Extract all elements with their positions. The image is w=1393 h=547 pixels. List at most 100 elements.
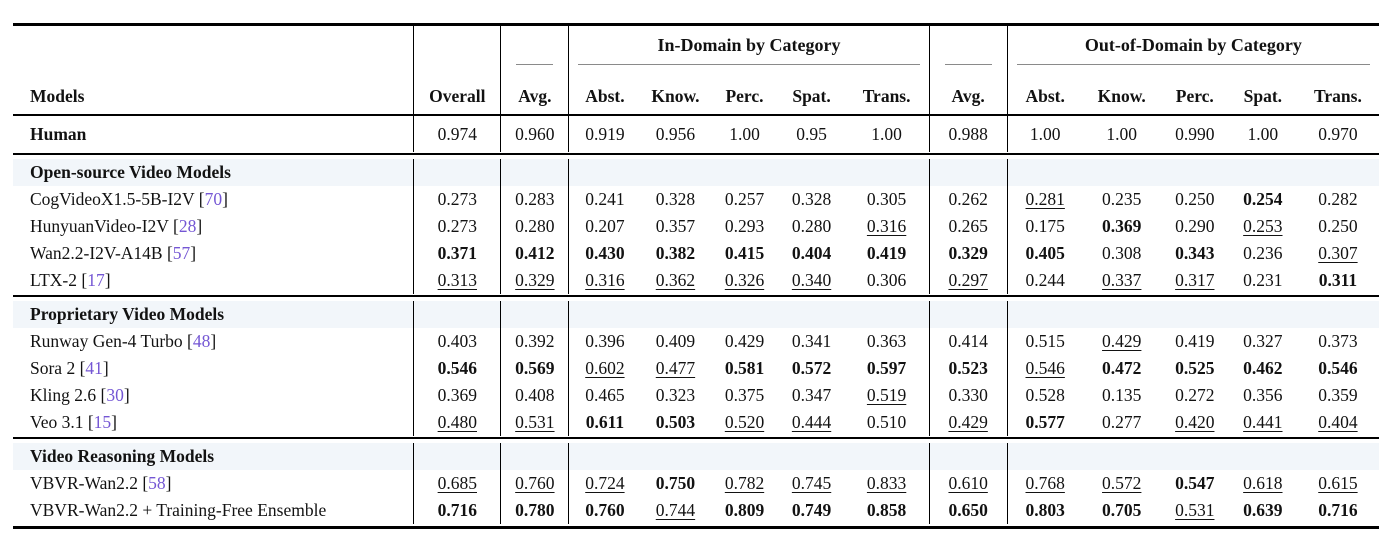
metric-value: 0.281 (1006, 186, 1083, 213)
metric-value: 0.369 (413, 382, 500, 409)
metric-value: 0.988 (928, 116, 1007, 152)
model-name: LTX-2 [17] (30, 270, 111, 290)
citation-ref[interactable]: 28 (178, 216, 197, 236)
section-rule (13, 152, 1379, 159)
metric-value: 0.610 (928, 470, 1007, 497)
model-row: Wan2.2-I2V-A14B [57] 0.371 0.412 0.430 0.382… (13, 240, 1379, 267)
in-avg-column-header: Avg. (500, 69, 568, 114)
metric-value: 0.403 (413, 328, 500, 355)
metric-value: 0.329 (500, 267, 568, 294)
model-name: Wan2.2-I2V-A14B [57] (30, 243, 197, 263)
section-header-row: Proprietary Video Models (13, 301, 1379, 328)
metric-value: 0.272 (1175, 385, 1215, 405)
section-title: Proprietary Video Models (13, 301, 414, 328)
metric-value: 0.293 (724, 216, 765, 236)
metric-value: 0.749 (791, 500, 832, 520)
metric-value: 0.175 (1006, 213, 1083, 240)
model-row: VBVR-Wan2.2 + Training-Free Ensemble 0.71… (13, 497, 1379, 524)
metric-value: 0.236 (1243, 243, 1283, 263)
metric-value: 0.317 (1175, 270, 1215, 290)
metric-value: 0.305 (866, 189, 907, 209)
metric-value: 0.265 (928, 213, 1007, 240)
metric-value: 0.373 (1318, 331, 1358, 351)
metric-value: 0.347 (791, 385, 832, 405)
citation-ref[interactable]: 48 (192, 331, 211, 351)
model-name-text: VBVR-Wan2.2 (30, 473, 138, 493)
section-header-row: Open-source Video Models (13, 159, 1379, 186)
metric-value: 0.135 (1102, 385, 1142, 405)
metric-value: 0.611 (568, 409, 640, 436)
in-know-column-header: Know. (651, 86, 700, 106)
citation-ref[interactable]: 70 (204, 189, 223, 209)
metric-value: 0.419 (866, 243, 907, 263)
out-of-domain-group-header: Out-of-Domain by Category (1006, 26, 1379, 64)
out-know-column-header: Know. (1097, 86, 1146, 106)
metric-value: 0.308 (1102, 243, 1142, 263)
citation-ref[interactable]: 57 (172, 243, 191, 263)
metric-value: 0.341 (791, 331, 832, 351)
out-abst-column-header: Abst. (1006, 69, 1083, 114)
metric-value: 0.430 (568, 240, 640, 267)
group-header-row: In-Domain by Category Out-of-Domain by C… (13, 26, 1379, 64)
metric-value: 0.960 (500, 116, 568, 152)
human-row: Human 0.974 0.960 0.919 0.956 1.00 0.95 1.00 0.9… (13, 116, 1379, 152)
metric-value: 0.519 (866, 385, 907, 405)
model-name: Sora 2 [41] (30, 358, 109, 378)
metric-value: 0.280 (500, 213, 568, 240)
metric-value: 0.343 (1175, 243, 1215, 263)
metric-value: 0.356 (1243, 385, 1283, 405)
out-spat-column-header: Spat. (1243, 86, 1283, 106)
metric-value: 0.362 (655, 270, 696, 290)
metric-value: 0.547 (1175, 473, 1215, 493)
citation-ref[interactable]: 30 (106, 385, 124, 405)
metric-value: 0.392 (500, 328, 568, 355)
model-row: VBVR-Wan2.2 [58] 0.685 0.760 0.724 0.750 0.78… (13, 470, 1379, 497)
metric-value: 0.572 (1102, 473, 1142, 493)
metric-value: 0.480 (413, 409, 500, 436)
metric-value: 0.525 (1175, 358, 1215, 378)
metric-value: 0.323 (655, 385, 696, 405)
section-header-row: Video Reasoning Models (13, 443, 1379, 470)
metric-value: 0.257 (724, 189, 765, 209)
model-row: CogVideoX1.5-5B-I2V [70] 0.273 0.283 0.241 0… (13, 186, 1379, 213)
metric-value: 0.235 (1102, 189, 1142, 209)
model-row: Runway Gen-4 Turbo [48] 0.403 0.392 0.396 0.… (13, 328, 1379, 355)
metric-value: 0.477 (655, 358, 696, 378)
metric-value: 0.919 (568, 116, 640, 152)
metric-value: 0.768 (1006, 470, 1083, 497)
citation-ref[interactable]: 15 (93, 412, 112, 432)
model-row: Veo 3.1 [15] 0.480 0.531 0.611 0.503 0.520 0.4… (13, 409, 1379, 436)
section-title: Video Reasoning Models (13, 443, 414, 470)
metric-value: 0.760 (500, 470, 568, 497)
benchmark-table: In-Domain by Category Out-of-Domain by C… (13, 23, 1379, 529)
metric-value: 0.597 (866, 358, 907, 378)
metric-value: 0.577 (1006, 409, 1083, 436)
metric-value: 1.00 (1247, 123, 1279, 144)
section-title: Open-source Video Models (13, 159, 414, 186)
in-spat-column-header: Spat. (792, 86, 831, 106)
metric-value: 0.250 (1175, 189, 1215, 209)
metric-value: 0.330 (928, 382, 1007, 409)
metric-value: 0.462 (1243, 358, 1283, 378)
metric-value: 0.328 (655, 189, 696, 209)
metric-value: 0.207 (568, 213, 640, 240)
metric-value: 0.382 (655, 243, 696, 263)
metric-value: 0.956 (655, 123, 696, 144)
metric-value: 0.528 (1006, 382, 1083, 409)
metric-value: 0.572 (791, 358, 832, 378)
model-name: CogVideoX1.5-5B-I2V [70] (30, 189, 228, 209)
overall-column-header: Overall (413, 69, 500, 114)
metric-value: 0.441 (1243, 412, 1283, 432)
metric-value: 0.444 (791, 412, 832, 432)
citation-ref[interactable]: 58 (148, 473, 166, 493)
metric-value: 0.581 (724, 358, 765, 378)
metric-value: 0.782 (724, 473, 765, 493)
metric-value: 0.503 (655, 412, 696, 432)
metric-value: 0.405 (1006, 240, 1083, 267)
citation-ref[interactable]: 17 (87, 270, 105, 290)
cmidrule-row (13, 64, 1379, 69)
metric-value: 0.250 (1318, 216, 1358, 236)
citation-ref[interactable]: 41 (85, 358, 103, 378)
metric-value: 1.00 (729, 123, 760, 144)
